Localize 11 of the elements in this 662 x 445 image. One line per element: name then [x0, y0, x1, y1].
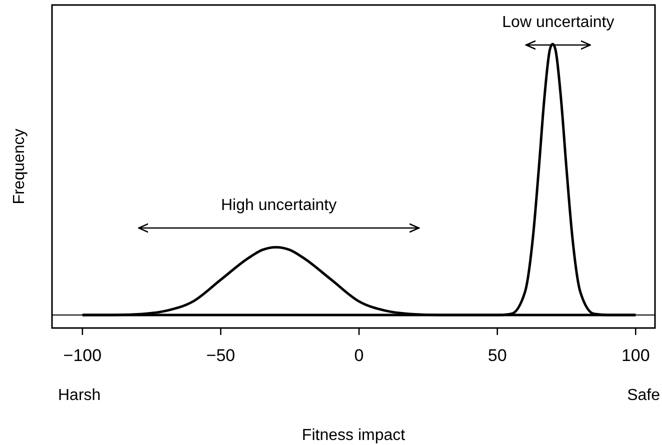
text: Low uncertainty	[502, 14, 614, 31]
x-tick-label: 0	[354, 346, 364, 365]
text: Harsh	[58, 387, 101, 404]
x-tick-label: −100	[63, 346, 102, 365]
x-tick-label: 100	[621, 346, 650, 365]
y-axis-title: Frequency	[11, 128, 28, 204]
text: Safe	[627, 387, 660, 404]
annotation: High uncertainty	[221, 197, 337, 214]
x-tick-label: −50	[206, 346, 236, 365]
x-tick-label: 50	[488, 346, 507, 365]
x-axis-title: Fitness impact	[302, 427, 406, 444]
